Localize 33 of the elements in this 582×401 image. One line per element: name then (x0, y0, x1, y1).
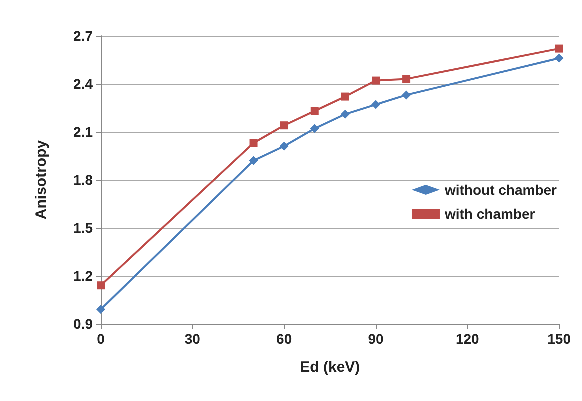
point (372, 76, 380, 85)
point (97, 282, 105, 290)
y-tick-label: 1.8 (74, 172, 94, 188)
point (555, 44, 564, 53)
point (96, 305, 106, 314)
x-tick-label: 60 (276, 331, 292, 347)
point (340, 110, 350, 119)
point (310, 107, 319, 116)
x-tick-label: 120 (456, 331, 480, 347)
x-tick-label: 30 (184, 331, 201, 347)
legend-label: with chamber (444, 206, 536, 222)
point (280, 122, 288, 130)
point (280, 142, 289, 151)
y-tick-label: 0.9 (74, 316, 94, 332)
point (250, 139, 258, 148)
point (402, 90, 412, 100)
y-tick-label: 2.4 (74, 76, 94, 92)
y-tick-label: 2.7 (74, 28, 94, 44)
x-tick-label: 90 (368, 331, 384, 347)
point (310, 124, 320, 134)
x-tick-label: 150 (548, 331, 572, 347)
point (249, 156, 258, 166)
y-axis-title: Anisotropy (33, 140, 50, 220)
y-tick-label: 1.2 (74, 268, 94, 284)
legend-label: without chamber (444, 182, 558, 198)
x-tick-label: 0 (97, 331, 106, 347)
y-tick-label: 2.1 (74, 124, 94, 140)
x-axis-title: Ed (keV) (300, 359, 360, 376)
point (371, 100, 380, 110)
point (341, 92, 350, 101)
point (402, 75, 411, 84)
point (554, 54, 564, 63)
y-tick-label: 1.5 (74, 220, 94, 236)
